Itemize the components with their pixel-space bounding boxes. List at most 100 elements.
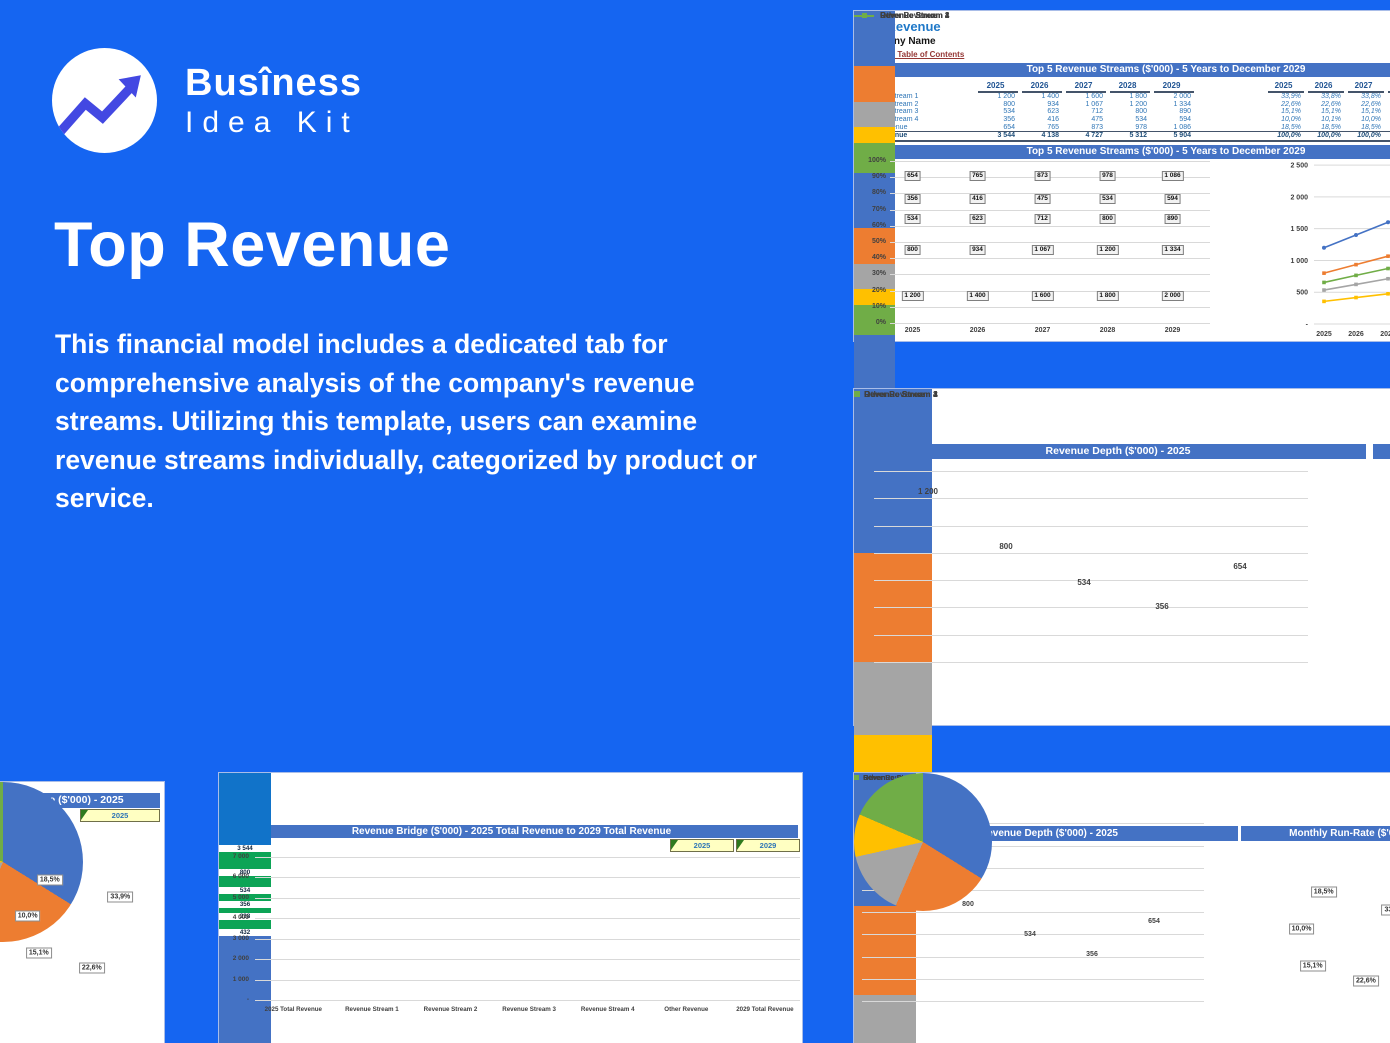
y-axis-tick: 10% <box>871 302 886 310</box>
x-axis-label: Revenue Stream 3 <box>502 1006 556 1013</box>
x-axis-label: 2025 Total Revenue <box>264 1006 322 1013</box>
y-axis-tick: 6 000 <box>232 873 249 881</box>
grid-line <box>890 209 1210 211</box>
pie-slice-label: 10,0% <box>14 910 41 922</box>
bar-data-label: 654 <box>1148 917 1160 925</box>
brand: Busîness Idea Kit <box>52 48 362 153</box>
stacked-bar-segment <box>854 126 895 144</box>
year-header-pct: 2025 <box>1268 80 1304 93</box>
grid-line <box>874 662 1308 663</box>
segment-data-label: 534 <box>904 214 921 225</box>
legend-label: Other Revenue <box>864 389 925 399</box>
page-title: Top Revenue <box>54 210 451 280</box>
segment-data-label: 800 <box>1099 214 1116 225</box>
segment-data-label: 890 <box>1164 214 1181 225</box>
legend-label: Revenue Stream 2 <box>864 389 938 399</box>
svg-text:1 000: 1 000 <box>1290 258 1308 265</box>
segment-data-label: 1 400 <box>966 290 989 301</box>
grid-line <box>255 938 800 940</box>
x-axis-label: 2026 <box>969 327 986 334</box>
waterfall-data-label: 3 544 <box>237 845 253 853</box>
brand-wordmark: Busîness Idea Kit <box>185 61 362 141</box>
grid-line <box>255 877 800 879</box>
grid-line <box>874 580 1308 582</box>
header-bar-fragment <box>1373 444 1390 459</box>
pie-slice-label: 15,1% <box>25 947 52 959</box>
waterfall-bar <box>219 852 271 869</box>
grid-line <box>862 1001 1204 1002</box>
y-axis-tick: - <box>246 996 249 1003</box>
revenue-bridge-title: Revenue Bridge ($'000) - 2025 Total Reve… <box>225 825 798 838</box>
bridge-from-dropdown[interactable]: 2025 <box>670 839 734 852</box>
segment-data-label: 534 <box>1099 193 1116 204</box>
legend-label: Other Revenue <box>880 11 937 20</box>
grid-line <box>890 323 1210 324</box>
y-axis-tick: 80% <box>871 189 886 197</box>
grid-line <box>890 225 1210 227</box>
section-header-table: Top 5 Revenue Streams ($'000) - 5 Years … <box>856 63 1390 77</box>
grid-line <box>255 897 800 899</box>
bar <box>854 662 932 736</box>
stacked-bar-segment <box>854 65 895 103</box>
dropdown-corner-marker <box>81 810 88 820</box>
legend-label: Other Revenue <box>863 773 917 782</box>
panel-top5-revenue-streams: Top Revenue Company Name Go to the Table… <box>853 10 1390 821</box>
grid-line <box>890 242 1210 243</box>
y-axis-tick: 2 000 <box>232 955 249 963</box>
stacked-bar-segment <box>854 172 895 228</box>
dropdown-corner-marker <box>671 840 678 850</box>
bar <box>854 905 916 995</box>
legend-item: Other Revenue <box>854 773 964 823</box>
svg-text:2026: 2026 <box>1348 331 1364 338</box>
grid-line <box>862 912 1204 914</box>
year-header: 2028 <box>1110 80 1150 93</box>
bar-data-label: 534 <box>1077 578 1091 587</box>
waterfall-data-label: 432 <box>239 928 251 936</box>
year-header-pct: 2027 <box>1348 80 1384 93</box>
waterfall-bar <box>219 907 271 913</box>
year-dropdown[interactable]: 2025 <box>80 809 160 822</box>
legend-label: Revenue Stream 3 <box>864 389 938 399</box>
waterfall-bar <box>219 919 271 929</box>
y-axis-tick: 30% <box>871 270 886 278</box>
bar-data-label: 356 <box>1086 950 1098 958</box>
page-description: This financial model includes a dedicate… <box>55 329 757 513</box>
y-axis-tick: 3 000 <box>232 934 249 942</box>
x-axis-label: Revenue Stream 4 <box>580 1006 635 1013</box>
bar-data-label: 1 200 <box>917 486 939 496</box>
revenue-depth-bar-chart: 1 200 800 534 356 654 <box>854 389 1390 874</box>
stacked-bar-segment <box>854 304 895 335</box>
year-header-pct: 2028 <box>1388 80 1390 93</box>
grid-line <box>890 161 1210 162</box>
grid-line <box>874 470 1308 472</box>
stacked-bar-segment <box>854 143 895 173</box>
brand-logo <box>52 48 157 153</box>
segment-data-label: 623 <box>969 214 986 225</box>
legend-label: Revenue Stream 3 <box>880 11 950 20</box>
table-of-contents-link[interactable]: Go to the Table of Contents <box>860 50 965 59</box>
grid-line <box>890 193 1210 195</box>
grid-line <box>890 274 1210 276</box>
legend-item: Other Revenue <box>854 389 964 439</box>
grid-line <box>255 959 800 961</box>
waterfall-bar <box>219 773 271 846</box>
pie-slice-label: 22,6% <box>78 962 105 974</box>
segment-data-label: 1 334 <box>1161 244 1184 255</box>
segment-data-label: 1 200 <box>1096 244 1119 255</box>
x-axis-label: Revenue Stream 2 <box>423 1006 478 1013</box>
svg-text:1 500: 1 500 <box>1290 226 1308 233</box>
y-axis-tick: 20% <box>871 286 886 294</box>
stacked-bar-segment <box>854 11 895 66</box>
grid-line <box>890 258 1210 260</box>
y-axis-tick: 50% <box>871 238 886 245</box>
year-header: 2026 <box>1022 80 1062 93</box>
pie-slice-label: 15,1% <box>1299 960 1326 972</box>
grid-line <box>255 918 800 920</box>
segment-data-label: 1 600 <box>1031 290 1054 301</box>
bridge-to-dropdown[interactable]: 2029 <box>736 839 800 852</box>
legend-label: Revenue Stream 4 <box>864 389 938 399</box>
grid-line <box>862 890 1204 891</box>
brand-line1: Busîness <box>185 61 362 104</box>
